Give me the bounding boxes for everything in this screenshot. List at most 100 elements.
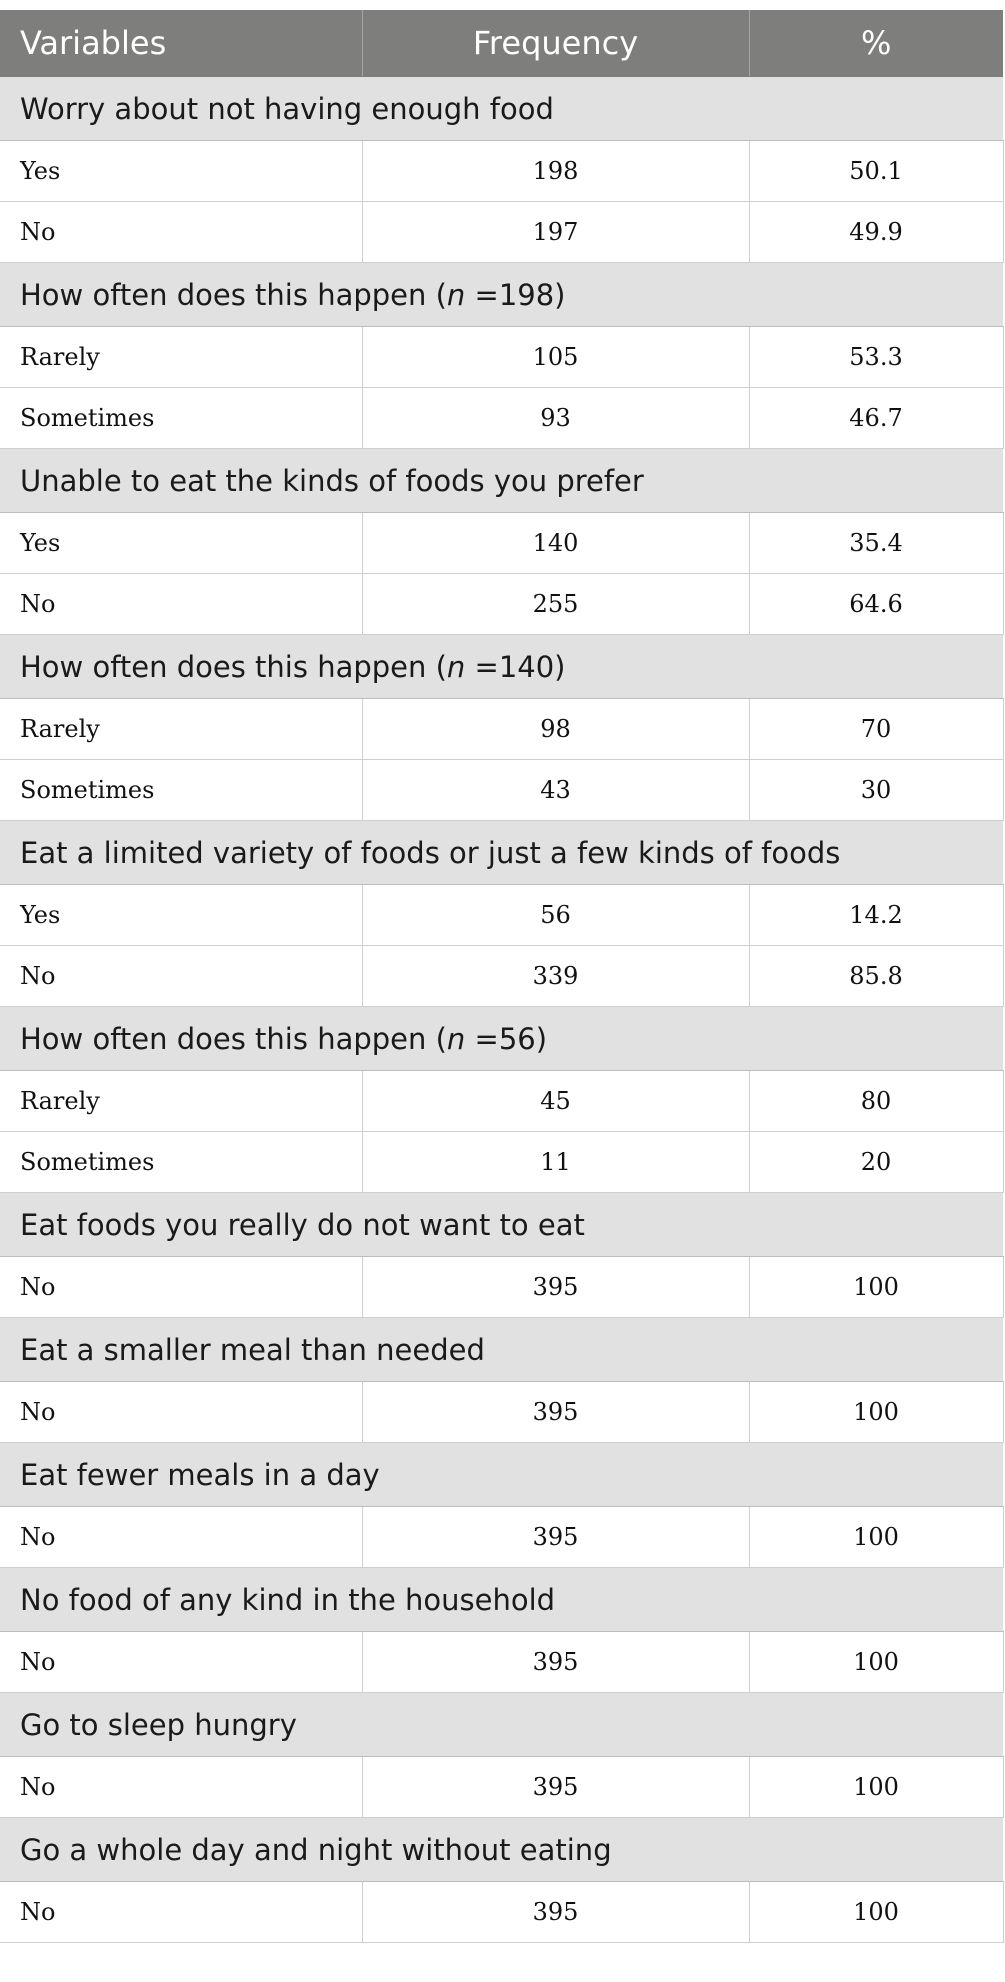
section-row: How often does this happen (n =198) — [0, 262, 1003, 327]
cell-percent: 53.3 — [748, 326, 1004, 388]
section-title-text: Unable to eat the kinds of foods you pre… — [20, 463, 644, 498]
section-title-text: Eat foods you really do not want to eat — [20, 1207, 585, 1242]
section-title-text: Eat a smaller meal than needed — [20, 1332, 485, 1367]
table-row: Sometimes 93 46.7 — [0, 387, 1004, 449]
table-row: Yes 56 14.2 — [0, 884, 1004, 946]
section-row: Go a whole day and night without eating — [0, 1817, 1003, 1882]
cell-variable: No — [0, 945, 363, 1007]
cell-variable: Rarely — [0, 326, 363, 388]
sample-size-value: =56) — [465, 1021, 548, 1056]
table-row: Yes 198 50.1 — [0, 140, 1004, 202]
cell-variable: No — [0, 1631, 363, 1693]
cell-frequency: 395 — [361, 1631, 750, 1693]
section-title-text: How often does this happen ( — [20, 277, 447, 312]
cell-variable: No — [0, 1756, 363, 1818]
section-title: Go to sleep hungry — [0, 1692, 1003, 1757]
sample-size-symbol: n — [446, 277, 466, 312]
cell-frequency: 56 — [361, 884, 750, 946]
header-row: Variables Frequency % — [0, 10, 1003, 77]
section-title-text: How often does this happen ( — [20, 1021, 447, 1056]
cell-frequency: 255 — [361, 573, 750, 635]
cell-frequency: 11 — [361, 1131, 750, 1193]
cell-frequency: 140 — [361, 512, 750, 574]
cell-variable: No — [0, 1381, 363, 1443]
cell-frequency: 395 — [361, 1756, 750, 1818]
section-row: Worry about not having enough food — [0, 76, 1003, 141]
cell-variable: Sometimes — [0, 387, 363, 449]
cell-percent: 100 — [748, 1506, 1004, 1568]
table-row: No 255 64.6 — [0, 573, 1004, 635]
section-row: Eat foods you really do not want to eat — [0, 1192, 1003, 1257]
section-title: How often does this happen (n =56) — [0, 1006, 1003, 1071]
section-title: No food of any kind in the household — [0, 1567, 1003, 1632]
table-row: Sometimes 43 30 — [0, 759, 1004, 821]
sample-size-value: =140) — [465, 649, 566, 684]
cell-frequency: 45 — [361, 1070, 750, 1132]
table-row: No 395 100 — [0, 1631, 1004, 1693]
section-title: How often does this happen (n =140) — [0, 634, 1003, 699]
section-title: Eat a limited variety of foods or just a… — [0, 820, 1003, 885]
table-row: Yes 140 35.4 — [0, 512, 1004, 574]
cell-frequency: 105 — [361, 326, 750, 388]
cell-percent: 70 — [748, 698, 1004, 760]
section-row: Eat a smaller meal than needed — [0, 1317, 1003, 1382]
cell-percent: 100 — [748, 1756, 1004, 1818]
section-row: Eat a limited variety of foods or just a… — [0, 820, 1003, 885]
cell-frequency: 43 — [361, 759, 750, 821]
table-row: No 395 100 — [0, 1381, 1004, 1443]
section-title-text: No food of any kind in the household — [20, 1582, 556, 1617]
header-frequency: Frequency — [362, 10, 750, 77]
section-title: Unable to eat the kinds of foods you pre… — [0, 448, 1003, 513]
sample-size-value: =198) — [465, 277, 566, 312]
cell-frequency: 339 — [361, 945, 750, 1007]
cell-percent: 35.4 — [748, 512, 1004, 574]
cell-variable: No — [0, 573, 363, 635]
cell-percent: 80 — [748, 1070, 1004, 1132]
cell-variable: Yes — [0, 884, 363, 946]
section-title: Go a whole day and night without eating — [0, 1817, 1003, 1882]
cell-percent: 30 — [748, 759, 1004, 821]
section-title: How often does this happen (n =198) — [0, 262, 1003, 327]
section-title-text: How often does this happen ( — [20, 649, 447, 684]
cell-percent: 14.2 — [748, 884, 1004, 946]
table-row: No 395 100 — [0, 1506, 1004, 1568]
cell-percent: 64.6 — [748, 573, 1004, 635]
cell-percent: 100 — [748, 1881, 1004, 1943]
cell-variable: No — [0, 1256, 363, 1318]
food-insecurity-table: Variables Frequency % Worry about not ha… — [0, 10, 1004, 1943]
cell-variable: Rarely — [0, 1070, 363, 1132]
section-title-text: Go a whole day and night without eating — [20, 1832, 612, 1867]
sample-size-symbol: n — [446, 1021, 466, 1056]
cell-percent: 20 — [748, 1131, 1004, 1193]
cell-percent: 46.7 — [748, 387, 1004, 449]
cell-percent: 100 — [748, 1381, 1004, 1443]
cell-variable: No — [0, 201, 363, 263]
cell-frequency: 395 — [361, 1881, 750, 1943]
section-title: Eat foods you really do not want to eat — [0, 1192, 1003, 1257]
section-title-text: Eat fewer meals in a day — [20, 1457, 380, 1492]
cell-percent: 49.9 — [748, 201, 1004, 263]
section-row: No food of any kind in the household — [0, 1567, 1003, 1632]
header-variables: Variables — [0, 10, 363, 77]
section-title: Eat fewer meals in a day — [0, 1442, 1003, 1507]
section-row: Eat fewer meals in a day — [0, 1442, 1003, 1507]
cell-frequency: 395 — [361, 1256, 750, 1318]
table-row: No 395 100 — [0, 1756, 1004, 1818]
cell-variable: No — [0, 1506, 363, 1568]
section-title-text: Worry about not having enough food — [20, 91, 554, 126]
table-row: Rarely 105 53.3 — [0, 326, 1004, 388]
cell-percent: 100 — [748, 1631, 1004, 1693]
cell-percent: 85.8 — [748, 945, 1004, 1007]
cell-variable: Rarely — [0, 698, 363, 760]
table-row: Rarely 45 80 — [0, 1070, 1004, 1132]
header-percent: % — [749, 10, 1003, 77]
section-row: How often does this happen (n =56) — [0, 1006, 1003, 1071]
table-row: No 197 49.9 — [0, 201, 1004, 263]
section-title-text: Eat a limited variety of foods or just a… — [20, 835, 841, 870]
cell-frequency: 197 — [361, 201, 750, 263]
cell-percent: 50.1 — [748, 140, 1004, 202]
cell-variable: Sometimes — [0, 759, 363, 821]
section-row: How often does this happen (n =140) — [0, 634, 1003, 699]
section-title: Worry about not having enough food — [0, 76, 1003, 141]
cell-percent: 100 — [748, 1256, 1004, 1318]
